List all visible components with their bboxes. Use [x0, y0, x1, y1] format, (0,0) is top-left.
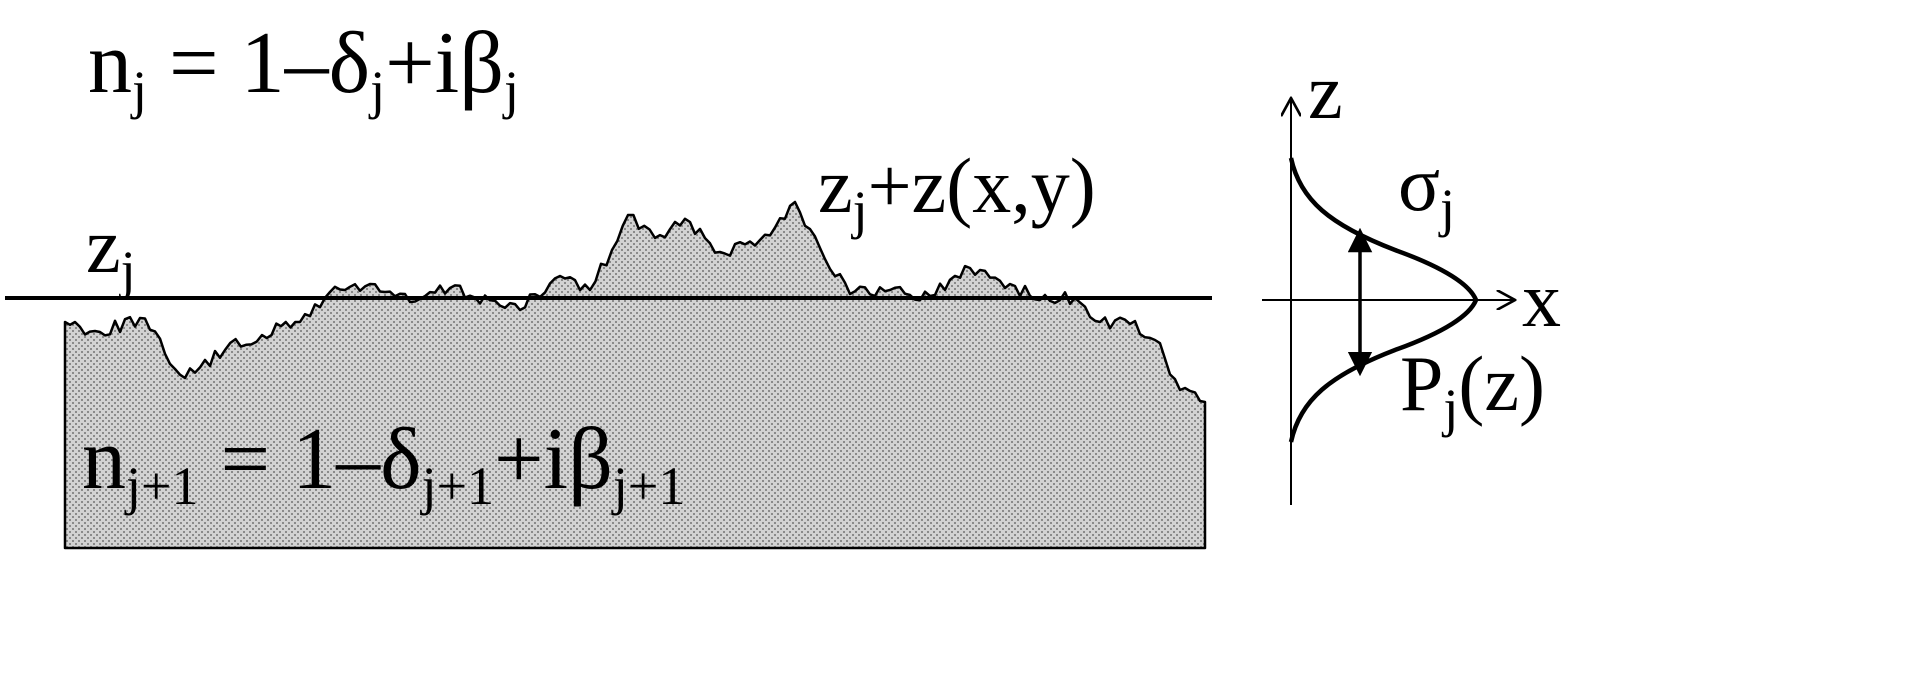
z-axis-label: z: [1308, 48, 1343, 135]
equation-rhs-1: = 1–δ: [198, 411, 421, 508]
beta-subscript: j+1: [611, 456, 685, 516]
rough-interface-label: zj+z(x,y): [818, 142, 1096, 240]
roughness-function: +z(x,y): [868, 142, 1096, 229]
p-subscript: j: [1441, 378, 1458, 438]
n-subscript: j: [130, 60, 147, 120]
delta-subscript: j: [368, 60, 385, 120]
substrate-region: [63, 200, 1207, 550]
delta-subscript: j+1: [420, 456, 494, 516]
equation-rhs-1: = 1–δ: [147, 15, 370, 112]
n-symbol: n: [82, 411, 126, 508]
z-subscript: j: [119, 240, 136, 300]
equation-rhs-2: +iβ: [494, 411, 613, 508]
n-symbol: n: [88, 15, 132, 112]
beta-subscript: j: [502, 60, 519, 120]
z-symbol: z: [818, 142, 853, 229]
height-distribution-plot: z x σj Pj(z): [1262, 48, 1561, 505]
p-argument: (z): [1458, 340, 1545, 427]
sigma-subscript: j: [1438, 178, 1455, 238]
lower-medium-equation: nj+1 = 1–δj+1+iβj+1: [82, 411, 685, 516]
sigma-label: σj: [1398, 140, 1455, 238]
z-symbol: z: [86, 202, 121, 289]
distribution-label: Pj(z): [1400, 340, 1545, 438]
n-subscript: j+1: [124, 456, 198, 516]
sigma-symbol: σ: [1398, 140, 1440, 227]
equation-rhs-2: +iβ: [385, 15, 504, 112]
upper-medium-equation: nj = 1–δj+iβj: [88, 15, 519, 120]
mean-interface-label: zj: [86, 202, 136, 300]
gaussian-curve: [1288, 157, 1479, 443]
z-subscript: j: [851, 180, 868, 240]
p-symbol: P: [1400, 340, 1443, 427]
x-axis-label: x: [1522, 256, 1561, 343]
